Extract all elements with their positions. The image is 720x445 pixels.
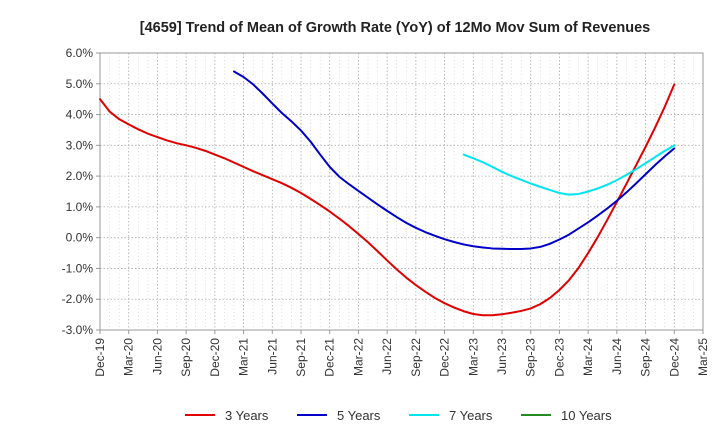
x-tick-label: Sep-24	[639, 338, 653, 377]
x-tick-label: Sep-21	[294, 338, 308, 377]
y-tick-label: 4.0%	[66, 108, 94, 122]
y-tick-label: 0.0%	[66, 231, 94, 245]
x-tick-label: Jun-23	[495, 338, 509, 375]
y-tick-label: 5.0%	[66, 77, 94, 91]
x-tick-label: Mar-21	[237, 338, 251, 376]
x-tick-label: Mar-25	[696, 338, 710, 376]
series-line-3-years	[99, 83, 676, 317]
x-tick-label: Mar-22	[351, 338, 365, 376]
series-line-7-years	[462, 144, 676, 196]
x-tick-label: Jun-22	[380, 338, 394, 375]
y-tick-label: 6.0%	[66, 46, 94, 60]
legend-label: 3 Years	[225, 408, 269, 423]
x-tick-label: Mar-24	[581, 338, 595, 376]
y-axis-ticks: 6.0% 5.0% 4.0% 3.0% 2.0% 1.0% 0.0% -1.0% -2.0% -3…	[62, 46, 100, 337]
x-tick-label: Jun-21	[265, 338, 279, 375]
x-tick-label: Dec-24	[667, 338, 681, 377]
x-tick-label: Dec-20	[208, 338, 222, 377]
x-tick-label: Sep-23	[524, 338, 538, 377]
plot-frame	[99, 52, 704, 331]
y-tick-label: -2.0%	[62, 292, 94, 306]
y-tick-label: 1.0%	[66, 200, 94, 214]
x-tick-label: Sep-22	[409, 338, 423, 377]
x-axis-ticks: Dec-19 Mar-20 Jun-20 Sep-20 Dec-20 Mar-21 Jun-…	[93, 330, 710, 377]
legend-label: 5 Years	[337, 408, 381, 423]
grid-layer	[99, 52, 704, 331]
y-tick-label: 2.0%	[66, 169, 94, 183]
series-line-5-years	[233, 70, 676, 251]
x-tick-label: Dec-19	[93, 338, 107, 377]
legend-label: 7 Years	[449, 408, 493, 423]
x-tick-label: Jun-20	[150, 338, 164, 375]
x-tick-label: Mar-23	[466, 338, 480, 376]
x-tick-label: Sep-20	[179, 338, 193, 377]
legend-label: 10 Years	[561, 408, 612, 423]
series-layer	[99, 70, 676, 317]
x-tick-label: Dec-22	[438, 338, 452, 377]
x-tick-label: Mar-20	[122, 338, 136, 376]
x-tick-label: Jun-24	[610, 338, 624, 375]
y-tick-label: -1.0%	[62, 261, 94, 275]
x-tick-label: Dec-21	[323, 338, 337, 377]
chart-title: [4659] Trend of Mean of Growth Rate (YoY…	[140, 20, 651, 36]
legend: 3 Years 5 Years 7 Years 10 Years	[185, 408, 612, 423]
y-tick-label: -3.0%	[62, 323, 94, 337]
y-tick-label: 3.0%	[66, 138, 94, 152]
x-tick-label: Dec-23	[552, 338, 566, 377]
